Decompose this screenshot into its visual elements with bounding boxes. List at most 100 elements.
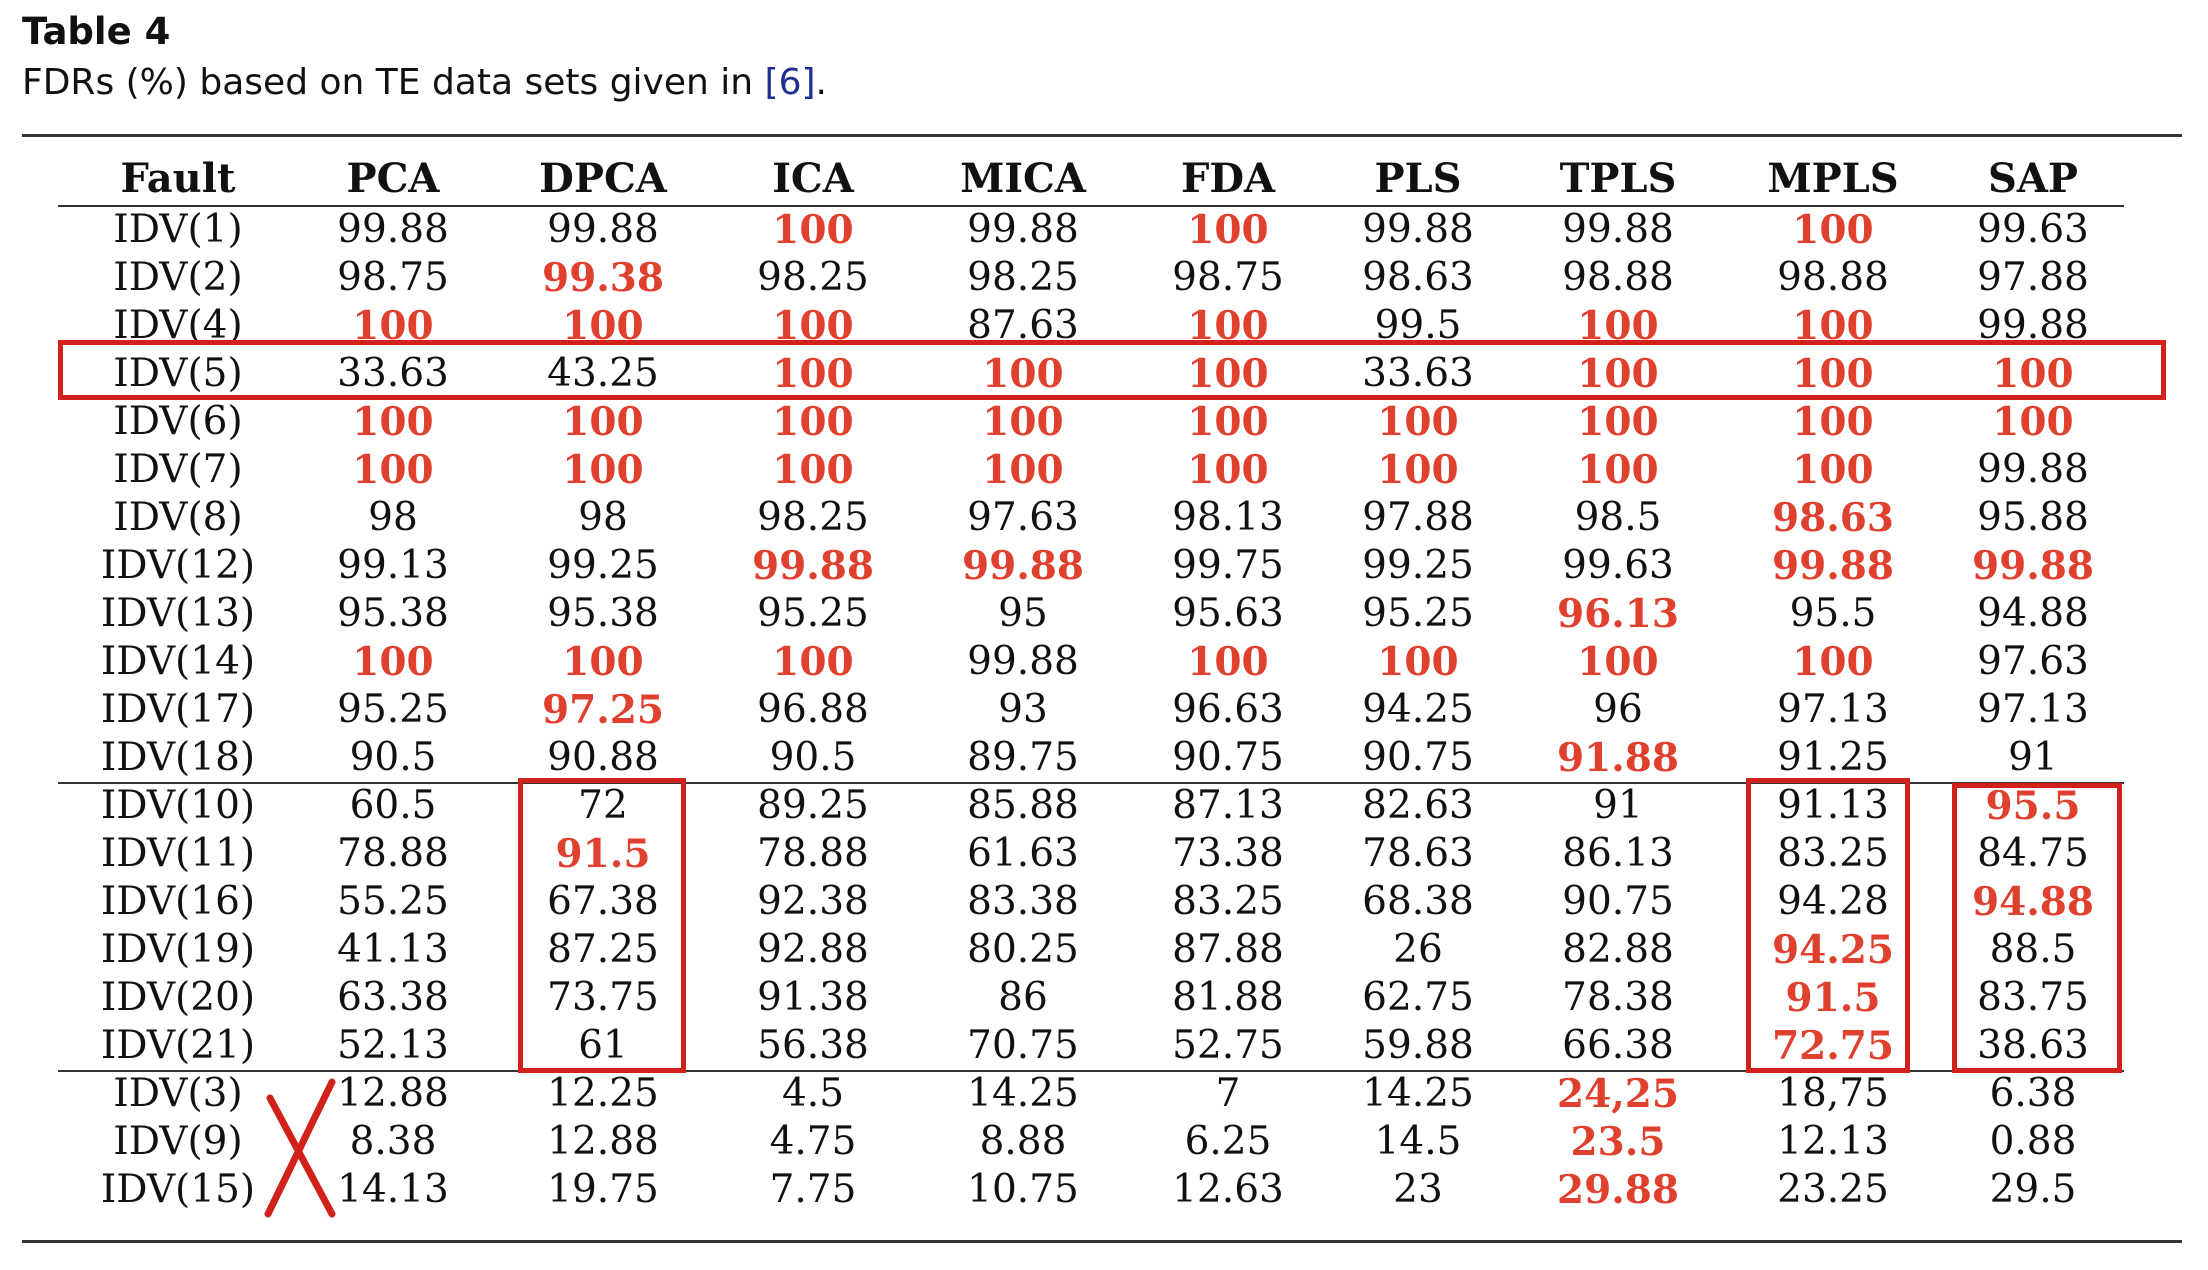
- fdr-cell: 98.75: [337, 255, 449, 300]
- fdr-cell: 99.63: [1977, 207, 2089, 252]
- fdr-cell: 55.25: [337, 879, 449, 924]
- fdr-cell: 18,75: [1777, 1071, 1889, 1116]
- fdr-cell: 23.5: [1570, 1119, 1666, 1165]
- fdr-cell: 96.13: [1556, 591, 1680, 637]
- fdr-cell: 81.88: [1172, 975, 1284, 1020]
- fault-label: IDV(16): [100, 879, 256, 924]
- fdr-cell: 100: [1187, 639, 1269, 685]
- fdr-cell: 92.38: [757, 879, 869, 924]
- fdr-cell: 98.88: [1777, 255, 1889, 300]
- cross-out-mark: [264, 1078, 336, 1218]
- fdr-cell: 14.5: [1374, 1119, 1462, 1164]
- fdr-cell: 60.5: [349, 783, 437, 828]
- fdr-cell: 95.5: [1789, 591, 1877, 636]
- fdr-cell: 99.38: [541, 255, 665, 301]
- fdr-cell: 97.13: [1777, 687, 1889, 732]
- fdr-cell: 89.25: [757, 783, 869, 828]
- fdr-cell: 100: [352, 399, 434, 445]
- fdr-cell: 98.88: [1562, 255, 1674, 300]
- fdr-cell: 91.13: [1777, 783, 1889, 828]
- table-row: IDV(3) 12.88 12.25 4.5 14.25 7 14.25 24,25 18,75…: [58, 1070, 2118, 1118]
- fdr-cell: 100: [1187, 447, 1269, 493]
- table-row: IDV(7) 100 100 100 100 100 100 100 100 99.88: [58, 446, 2118, 494]
- fdr-cell: 95.88: [1977, 495, 2089, 540]
- fdr-cell: 100: [982, 447, 1064, 493]
- table-row: IDV(17) 95.25 97.25 96.88 93 96.63 94.25 96 97.1…: [58, 686, 2118, 734]
- fdr-cell: 98.13: [1172, 495, 1284, 540]
- fdr-cell: 4.5: [781, 1071, 845, 1116]
- fdr-cell: 99.25: [1362, 543, 1474, 588]
- table-row: IDV(16) 55.25 67.38 92.38 83.38 83.25 68.38 90.…: [58, 878, 2118, 926]
- fdr-cell: 10.75: [967, 1167, 1079, 1212]
- table-caption: FDRs (%) based on TE data sets given in …: [22, 62, 827, 103]
- fdr-cell: 93: [998, 687, 1048, 732]
- fdr-cell: 100: [982, 351, 1064, 397]
- fdr-cell: 83.25: [1777, 831, 1889, 876]
- fdr-cell: 100: [1377, 447, 1459, 493]
- fdr-cell: 99.88: [967, 639, 1079, 684]
- header-rule: [58, 205, 2124, 207]
- fdr-cell: 100: [1792, 639, 1874, 685]
- fdr-cell: 82.88: [1562, 927, 1674, 972]
- fdr-cell: 100: [1377, 399, 1459, 445]
- fdr-cell: 94.88: [1971, 879, 2095, 925]
- fdr-cell: 14.25: [967, 1071, 1079, 1116]
- fdr-cell: 98.25: [967, 255, 1079, 300]
- fdr-cell: 12.88: [547, 1119, 659, 1164]
- fdr-cell: 99.88: [967, 207, 1079, 252]
- fault-label: IDV(5): [113, 351, 243, 396]
- fdr-cell: 95.5: [1985, 783, 2081, 829]
- table-row: IDV(1) 99.88 99.88 100 99.88 100 99.88 99.88 100…: [58, 206, 2118, 254]
- fdr-cell: 100: [562, 639, 644, 685]
- fdr-cell: 83.25: [1172, 879, 1284, 924]
- fault-label: IDV(18): [100, 735, 256, 780]
- fdr-cell: 99.88: [1977, 447, 2089, 492]
- fdr-cell: 94.25: [1362, 687, 1474, 732]
- fdr-cell: 67.38: [547, 879, 659, 924]
- fdr-cell: 7: [1215, 1071, 1241, 1116]
- highlight-box-idv5-row: [58, 340, 2166, 400]
- fdr-cell: 98: [368, 495, 418, 540]
- fdr-cell: 29.88: [1556, 1167, 1680, 1213]
- fdr-cell: 87.88: [1172, 927, 1284, 972]
- fdr-cell: 90.88: [547, 735, 659, 780]
- fdr-cell: 91: [1593, 783, 1643, 828]
- fdr-cell: 87.13: [1172, 783, 1284, 828]
- column-header-fault: Fault: [120, 155, 236, 202]
- fdr-cell: 78.38: [1562, 975, 1674, 1020]
- fdr-cell: 8.88: [979, 1119, 1067, 1164]
- fault-label: IDV(9): [113, 1119, 243, 1164]
- fdr-cell: 12.88: [337, 1071, 449, 1116]
- fdr-cell: 100: [772, 639, 854, 685]
- fdr-cell: 99.63: [1562, 543, 1674, 588]
- column-header-sap: SAP: [1988, 155, 2078, 202]
- fdr-cell: 100: [1577, 447, 1659, 493]
- fdr-cell: 26: [1393, 927, 1443, 972]
- fdr-cell: 91.25: [1777, 735, 1889, 780]
- fdr-cell: 97.63: [967, 495, 1079, 540]
- fdr-cell: 14.13: [337, 1167, 449, 1212]
- fault-label: IDV(15): [100, 1167, 256, 1212]
- fdr-cell: 86: [998, 975, 1048, 1020]
- fdr-cell: 73.75: [547, 975, 659, 1020]
- fdr-cell: 87.25: [547, 927, 659, 972]
- table-row: IDV(11) 78.88 91.5 78.88 61.63 73.38 78.63 86.1…: [58, 830, 2118, 878]
- fdr-cell: 23.25: [1777, 1167, 1889, 1212]
- fdr-cell: 96: [1593, 687, 1643, 732]
- fdr-cell: 97.63: [1977, 639, 2089, 684]
- fdr-cell: 85.88: [967, 783, 1079, 828]
- fdr-cell: 86.13: [1562, 831, 1674, 876]
- fdr-cell: 95.25: [337, 687, 449, 732]
- fdr-cell: 63.38: [337, 975, 449, 1020]
- fdr-cell: 95.63: [1172, 591, 1284, 636]
- fdr-cell: 24,25: [1556, 1071, 1680, 1117]
- highlight-box-sap-column: [1952, 783, 2122, 1073]
- fdr-cell: 68.38: [1362, 879, 1474, 924]
- table-row: IDV(19) 41.13 87.25 92.88 80.25 87.88 26 82.88 9…: [58, 926, 2118, 974]
- citation-link[interactable]: [6]: [764, 62, 816, 103]
- fdr-cell: 96.63: [1172, 687, 1284, 732]
- fdr-cell: 100: [772, 207, 854, 253]
- fdr-cell: 8.38: [349, 1119, 437, 1164]
- table-row: IDV(8) 98 98 98.25 97.63 98.13 97.88 98.5 98.63 9…: [58, 494, 2118, 542]
- column-header-mpls: MPLS: [1767, 155, 1899, 202]
